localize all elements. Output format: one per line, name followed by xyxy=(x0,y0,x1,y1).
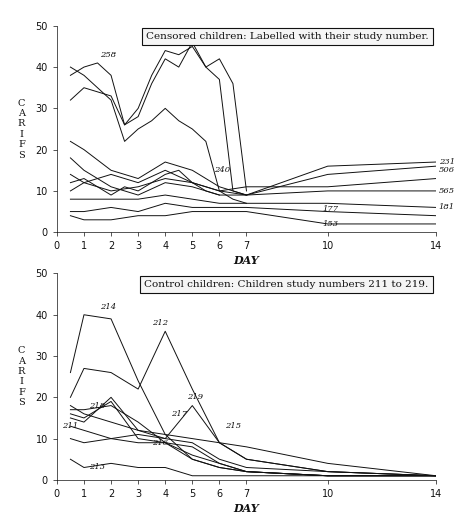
Text: 216: 216 xyxy=(152,439,168,447)
X-axis label: DAY: DAY xyxy=(234,503,259,514)
Text: 181: 181 xyxy=(439,203,455,212)
Text: 153: 153 xyxy=(322,220,338,228)
Text: 218: 218 xyxy=(90,401,106,410)
Text: 247: 247 xyxy=(160,30,176,38)
Text: 212: 212 xyxy=(152,319,168,327)
Text: 211: 211 xyxy=(62,422,78,430)
Text: Censored children: Labelled with their study number.: Censored children: Labelled with their s… xyxy=(146,32,428,41)
Text: 258: 258 xyxy=(100,51,116,59)
Text: 215: 215 xyxy=(225,422,241,430)
Text: 213: 213 xyxy=(90,463,106,472)
Text: 214: 214 xyxy=(100,302,116,311)
Text: 219: 219 xyxy=(187,393,203,401)
Text: 506: 506 xyxy=(439,166,455,174)
Text: 565: 565 xyxy=(439,187,455,195)
Y-axis label: C
A
R
I
F
S: C A R I F S xyxy=(18,99,25,159)
Text: Control children: Children study numbers 211 to 219.: Control children: Children study numbers… xyxy=(144,280,428,288)
Y-axis label: C
A
R
I
F
S: C A R I F S xyxy=(18,346,25,407)
Text: 231: 231 xyxy=(439,158,455,166)
Text: 177: 177 xyxy=(322,205,338,214)
Text: 217: 217 xyxy=(171,410,187,418)
X-axis label: DAY: DAY xyxy=(234,255,259,266)
Text: 240: 240 xyxy=(214,166,230,174)
